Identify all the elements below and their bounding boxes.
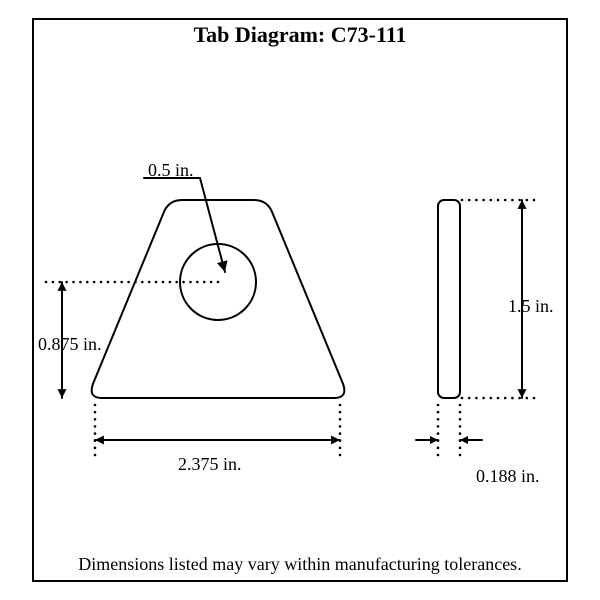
label-hole-diameter: 0.5 in. <box>148 160 194 181</box>
label-base-width: 2.375 in. <box>178 454 242 475</box>
label-thickness: 0.188 in. <box>476 466 540 487</box>
diagram-canvas: Tab Diagram: C73-111 0.5 in. 0.875 in. 2… <box>0 0 600 600</box>
label-height: 1.5 in. <box>508 296 554 317</box>
label-hole-center-height: 0.875 in. <box>38 334 102 355</box>
diagram-footnote: Dimensions listed may vary within manufa… <box>0 554 600 575</box>
